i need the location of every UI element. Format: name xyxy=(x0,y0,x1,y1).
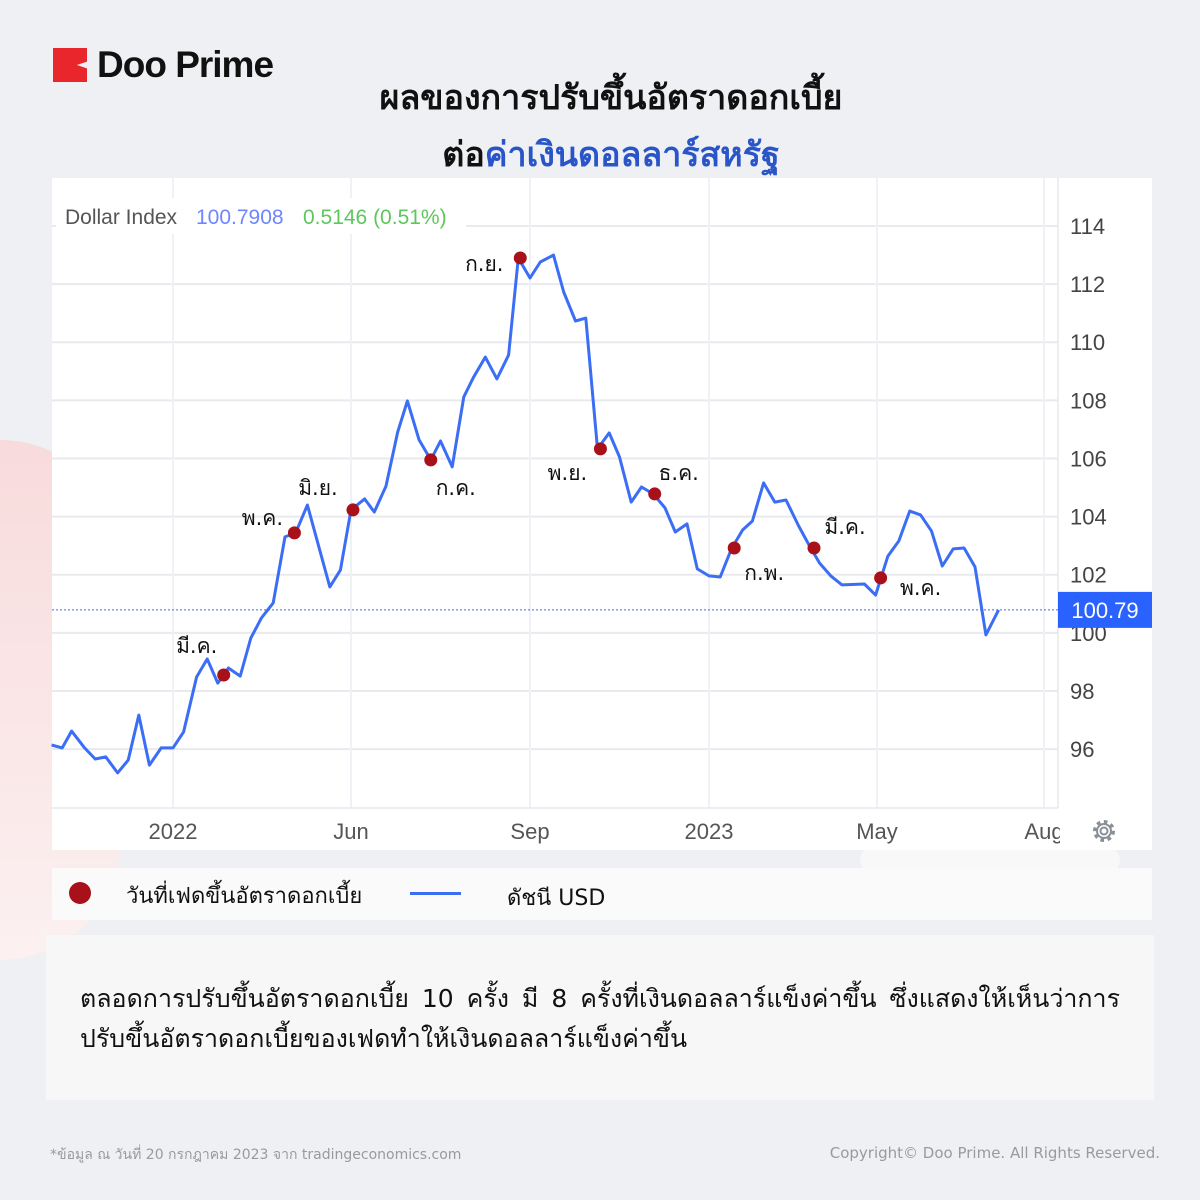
marker-label: พ.ค. xyxy=(900,576,941,600)
axis-corner xyxy=(1060,812,1150,850)
y-tick-label: 106 xyxy=(1070,446,1107,471)
legend-marker-label: วันที่เฟดขึ้นอัตราดอกเบี้ย xyxy=(126,884,363,909)
chart-card xyxy=(52,178,1152,850)
title-prefix: ต่อ xyxy=(442,135,485,175)
chart-series-name: Dollar Index xyxy=(65,206,178,229)
source-note: *ข้อมูล ณ วันที่ 20 กรกฎาคม 2023 จาก tra… xyxy=(50,1147,462,1163)
title-line-2: ต่อค่าเงินดอลลาร์สหรัฐ xyxy=(0,127,1200,181)
marker-label: มิ.ย. xyxy=(298,476,338,500)
marker-label: ก.ค. xyxy=(436,476,476,500)
brand-name: Doo Prime xyxy=(97,44,274,85)
fed-hike-marker xyxy=(287,526,301,540)
fed-hike-marker xyxy=(807,541,821,555)
fed-hike-marker xyxy=(424,453,438,467)
y-tick-label: 104 xyxy=(1070,505,1107,530)
marker-label: ธ.ค. xyxy=(659,461,699,485)
x-tick-label: Jun xyxy=(333,819,368,844)
y-tick-label: 114 xyxy=(1070,214,1105,239)
y-tick-label: 110 xyxy=(1070,330,1105,355)
y-tick-label: 96 xyxy=(1070,737,1094,762)
y-tick-label: 108 xyxy=(1070,388,1107,413)
marker-label: ก.ย. xyxy=(465,252,503,276)
series-line xyxy=(51,253,1000,775)
marker-label: พ.ค. xyxy=(242,506,283,530)
fed-hike-marker xyxy=(727,541,741,555)
fed-hike-marker xyxy=(648,487,662,501)
chart-price: 100.7908 xyxy=(196,206,284,229)
title-line-1: ผลของการปรับขึ้นอัตราดอกเบี้ย xyxy=(379,78,843,118)
logo: Doo Prime xyxy=(53,44,274,86)
fed-hike-marker xyxy=(346,503,360,517)
fed-hike-marker xyxy=(593,442,607,456)
marker-label: มี.ค. xyxy=(824,515,865,539)
legend-line-label: ดัชนี USD xyxy=(507,886,606,911)
legend: วันที่เฟดขึ้นอัตราดอกเบี้ย ดัชนี USD xyxy=(52,868,1152,920)
y-tick-label: 98 xyxy=(1070,679,1094,704)
summary-box: ตลอดการปรับขึ้นอัตราดอกเบี้ย 10 ครั้ง มี… xyxy=(46,935,1154,1100)
y-tick-label: 112 xyxy=(1070,272,1105,297)
last-price-label: 100.79 xyxy=(1071,598,1138,623)
x-tick-label: May xyxy=(856,819,898,844)
copyright: Copyright© Doo Prime. All Rights Reserve… xyxy=(829,1144,1160,1162)
y-tick-label: 102 xyxy=(1070,563,1107,588)
marker-label: ก.พ. xyxy=(744,561,784,585)
x-tick-label: 2022 xyxy=(149,819,198,844)
title-highlight: ค่าเงินดอลลาร์สหรัฐ xyxy=(484,135,780,175)
fed-hike-marker xyxy=(874,571,888,585)
last-price-badge: 100.79 xyxy=(1058,591,1152,628)
usd-index-line-icon xyxy=(410,892,461,895)
fed-hike-marker xyxy=(217,668,231,682)
marker-label: มี.ค. xyxy=(176,634,217,658)
fed-hike-marker xyxy=(513,251,527,265)
last-price-badge-background xyxy=(1058,591,1152,628)
x-tick-label: Aug xyxy=(1024,819,1063,844)
chart-header-background xyxy=(56,198,466,234)
marker-label: พ.ย. xyxy=(548,461,588,485)
x-tick-label: Sep xyxy=(510,819,549,844)
fed-hike-marker-icon xyxy=(69,882,91,904)
x-tick-label: 2023 xyxy=(685,819,734,844)
chart-change: 0.5146 (0.51%) xyxy=(303,206,447,229)
summary-text: ตลอดการปรับขึ้นอัตราดอกเบี้ย 10 ครั้ง มี… xyxy=(80,984,1120,1053)
gear-icon[interactable] xyxy=(1093,820,1115,842)
